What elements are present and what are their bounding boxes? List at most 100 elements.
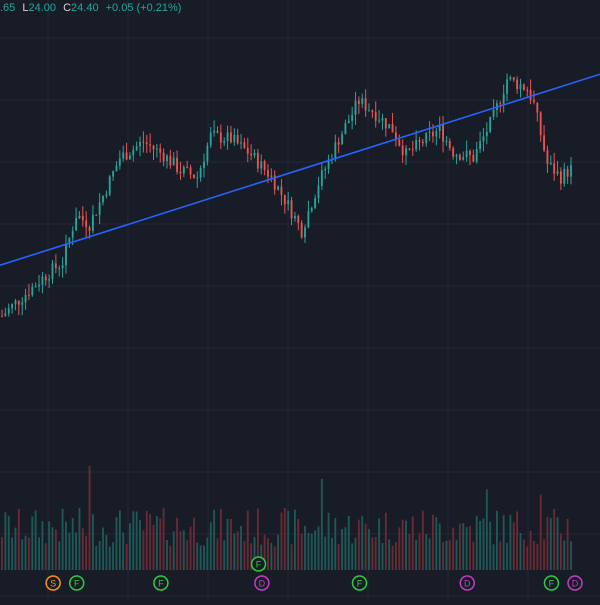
volume-bar (152, 524, 155, 570)
candle-body (310, 208, 313, 212)
candle-body (519, 84, 522, 90)
event-marker-d[interactable]: D (567, 575, 583, 591)
volume-bar (428, 538, 431, 570)
volume-bar (327, 512, 330, 570)
volume-bar (398, 527, 401, 570)
volume-bar (38, 537, 40, 570)
candle-body (186, 167, 189, 169)
candle-body (327, 159, 330, 169)
candle-body (216, 130, 219, 133)
volume-bar (374, 536, 377, 570)
candle-body (499, 103, 502, 105)
volume-bar (91, 514, 94, 570)
volume-bar (331, 537, 333, 570)
candle-body (361, 98, 364, 104)
candle-body (223, 141, 226, 143)
candle-body (512, 77, 515, 80)
candle-body (506, 79, 508, 94)
event-marker-d[interactable]: D (459, 575, 476, 591)
candle-body (199, 167, 202, 178)
candle-body (21, 302, 24, 305)
candle-body (381, 118, 384, 121)
candle-body (401, 145, 404, 156)
volume-bar (425, 534, 428, 570)
volume-bar (549, 518, 552, 570)
event-marker-ring (351, 575, 368, 591)
candle-body (482, 136, 485, 142)
candle-body (34, 286, 37, 288)
volume-bar (112, 542, 115, 570)
volume-bar (314, 530, 317, 570)
event-marker-f[interactable]: F (250, 556, 267, 572)
volume-bar (283, 507, 286, 570)
volume-bar (149, 514, 152, 570)
candle-body (374, 112, 377, 121)
candle-body (250, 153, 253, 156)
volume-bar (347, 515, 350, 570)
candle-body (570, 165, 572, 177)
candle-body (78, 215, 81, 219)
candle-body (88, 227, 91, 231)
candle-body (458, 154, 461, 160)
candle-body (58, 268, 61, 270)
candle-body (270, 175, 273, 177)
candle-body (384, 118, 387, 129)
trend-line[interactable] (0, 73, 600, 267)
event-marker-f[interactable]: F (543, 575, 560, 591)
open-value-partial: .65 (0, 2, 16, 14)
low-value: 24.00 (28, 2, 57, 14)
candle-body (44, 276, 47, 281)
candle-body (472, 154, 475, 162)
candle-body (256, 152, 259, 169)
candle-body (553, 163, 556, 174)
candle-body (24, 294, 27, 303)
candle-body (368, 110, 370, 112)
volume-bar (533, 540, 535, 570)
candle-body (38, 284, 40, 287)
event-marker-ring (459, 575, 476, 591)
event-marker-label: S (50, 579, 56, 589)
candle-body (549, 163, 552, 165)
volume-bar (351, 543, 354, 570)
volume-bar (475, 515, 478, 570)
event-marker-f[interactable]: F (153, 575, 169, 591)
volume-bar (512, 522, 515, 570)
candle-body (260, 161, 263, 169)
volume-bar (48, 521, 51, 570)
candle-body (152, 145, 155, 150)
volume-bar (381, 542, 384, 570)
candle-body (179, 171, 182, 174)
candle-body (203, 161, 205, 168)
event-marker-s[interactable]: S (45, 575, 61, 591)
volume-bar (142, 530, 145, 570)
candle-body (442, 124, 444, 142)
event-marker-d[interactable]: D (254, 575, 270, 591)
candle-body (277, 186, 280, 190)
candle-body (17, 300, 20, 305)
volume-bar (58, 541, 61, 570)
volume-bar (435, 517, 438, 570)
event-marker-f[interactable]: F (351, 575, 368, 591)
volume-bar (496, 510, 498, 570)
volume-bar (71, 517, 74, 570)
volume-bar (391, 545, 394, 570)
volume-bar (448, 540, 451, 570)
volume-bar (4, 512, 7, 570)
candle-body (98, 202, 101, 215)
volume-bar (516, 511, 519, 570)
volume-bar (98, 540, 101, 570)
candle-body (438, 124, 441, 131)
volume-bar (394, 541, 397, 570)
volume-bar (246, 510, 249, 570)
candle-body (48, 279, 51, 281)
volume-bar (559, 533, 562, 570)
candle-body (246, 147, 249, 154)
volume-bar (253, 537, 256, 570)
volume-bar (506, 542, 508, 570)
candle-body (405, 148, 407, 156)
volume-bar (176, 517, 179, 570)
event-marker-f[interactable]: F (68, 575, 85, 591)
